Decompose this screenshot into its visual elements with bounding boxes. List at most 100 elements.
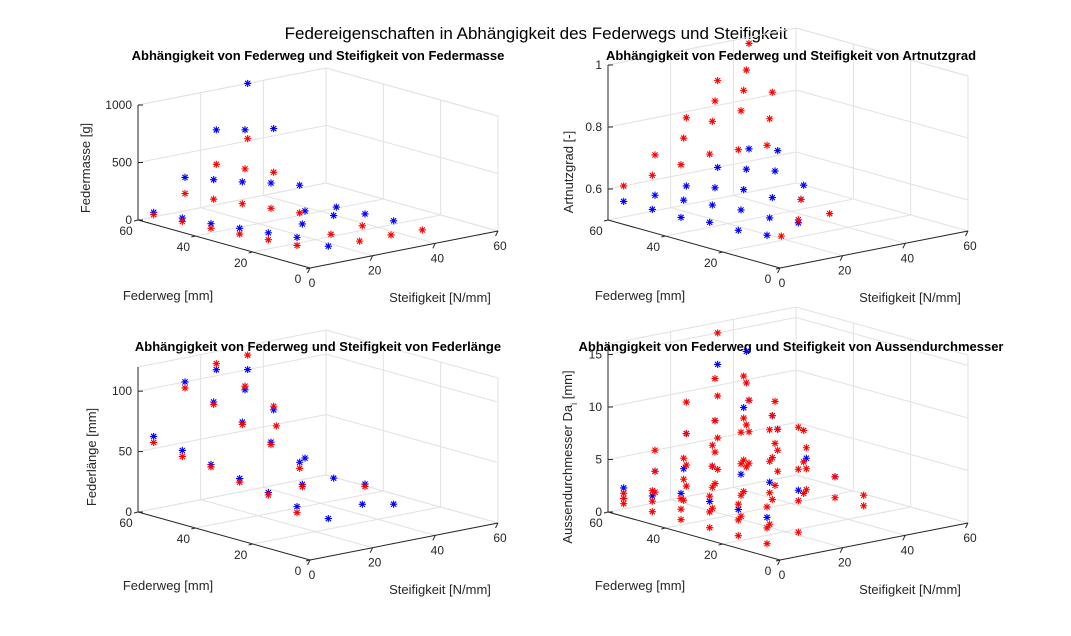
grid-line [733,194,906,244]
data-point [771,397,779,406]
data-point [178,452,186,461]
x-axis-label: Steifigkeit [N/mm] [859,582,961,597]
grid-line [607,89,797,128]
y-tick [133,511,139,514]
data-point [680,496,688,504]
y-axis-label: Federweg [mm] [595,288,685,303]
y-tick [248,251,253,254]
data-point [768,495,776,504]
data-point [734,226,742,234]
data-point [181,189,189,198]
x-tick-label: 20 [368,264,382,278]
data-point [238,178,246,186]
data-point [714,77,722,85]
y-tick [603,219,609,222]
data-point [150,438,158,447]
data-point [207,463,215,471]
z-axis-label-unit: [mm] [560,370,575,403]
z-axis-label-main: Aussendurchmesser Da [560,404,575,543]
z-axis-label-main: Artnutzgrad [-] [561,131,576,213]
data-point [802,454,810,462]
data-point [711,374,719,383]
x-axis-line [779,230,969,269]
data-point [677,495,685,503]
grid-line [795,474,969,524]
y-tick [603,511,609,514]
data-point [794,528,802,536]
data-point [207,220,215,228]
data-point [708,201,716,209]
series-1 [150,351,369,517]
y-axis-label: Federweg [mm] [595,578,685,593]
data-point [763,524,771,532]
z-axis-label-main: Federlänge [mm] [84,408,99,506]
x-tick [307,267,311,274]
data-point [241,382,249,390]
x-tick [839,255,844,261]
data-point [714,392,722,400]
data-point [860,491,868,499]
data-point [244,135,252,143]
data-point [677,213,685,222]
z-tick-label: 1000 [105,98,132,112]
data-point [361,482,369,491]
data-point [737,470,745,478]
grid-line [325,414,499,464]
y-tick [133,219,139,222]
x-tick-label: 40 [901,251,915,265]
data-point [210,176,218,184]
data-point [682,482,690,490]
data-point [860,502,868,510]
data-point [763,503,771,511]
data-point [763,540,771,548]
data-point [740,403,748,412]
pane-edge [137,67,327,106]
data-point [763,513,771,522]
y-tick-label: 40 [177,240,191,254]
data-point [680,454,688,462]
data-point [236,474,244,483]
data-point [766,115,774,123]
pane-edge [795,306,969,356]
x-tick [902,243,906,249]
data-point [774,446,782,454]
y-tick-label: 20 [234,256,248,270]
data-point [358,500,366,508]
y-tick-label: 60 [589,224,603,238]
data-point [150,211,158,219]
y-tick [775,267,781,270]
data-point [711,448,719,456]
data-point [301,207,309,215]
x-tick-label: 20 [838,556,852,570]
x-tick-label: 60 [963,531,977,545]
data-point [708,441,716,449]
data-point [244,365,252,374]
data-point [742,347,750,356]
y-tick-label: 0 [765,272,772,286]
data-point [181,173,189,181]
grid-line [733,486,906,536]
data-point [831,473,839,481]
data-point [708,504,716,512]
grid-line [670,499,843,549]
data-point [293,241,301,250]
data-point [264,236,272,244]
y-tick [661,235,666,238]
grid-line [607,151,797,190]
data-point [270,402,278,410]
data-point [714,360,722,369]
data-point [648,171,656,179]
x-axis-label: Steifigkeit [N/mm] [859,290,961,305]
data-point [766,489,774,497]
data-point [794,497,802,505]
y-tick-label: 40 [647,240,661,254]
data-point [794,423,802,431]
data-point [270,406,278,414]
data-point [737,491,745,499]
grid-line [137,182,327,221]
data-point [763,231,771,239]
data-point [734,505,742,514]
data-point [774,147,782,155]
data-point [648,497,656,505]
y-tick-label: 60 [589,516,603,530]
